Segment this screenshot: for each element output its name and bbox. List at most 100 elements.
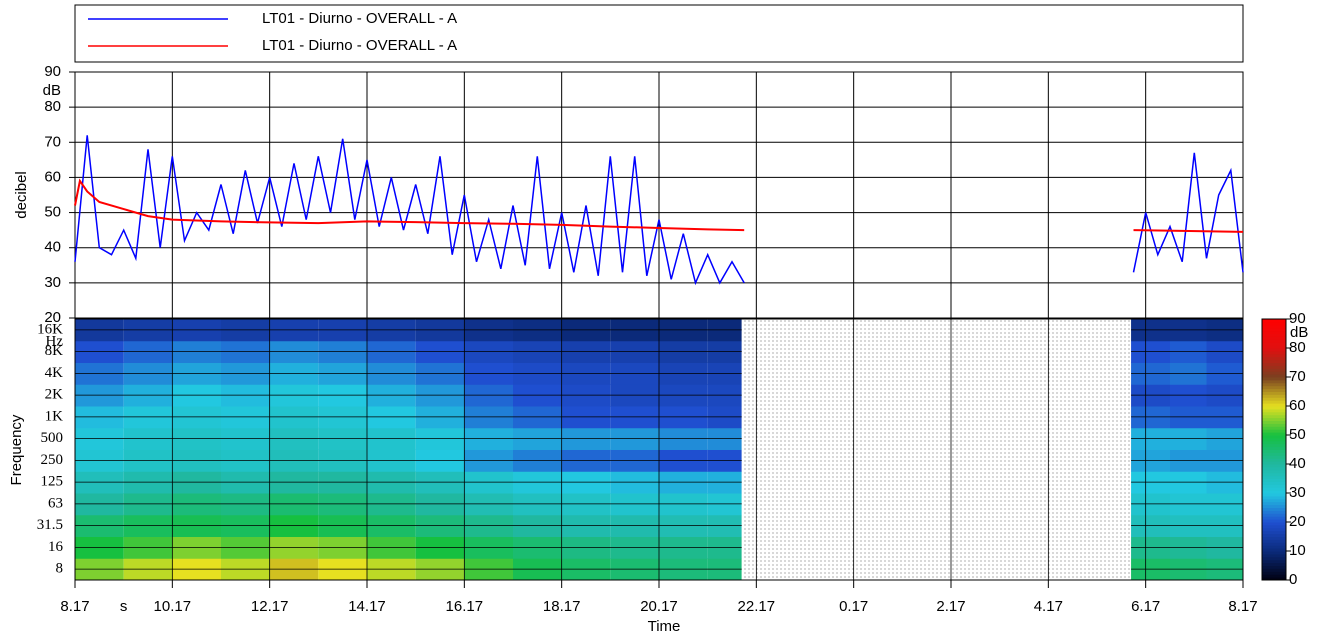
colorbar-step [1262, 441, 1286, 444]
colorbar-step [1262, 566, 1286, 569]
colorbar-step [1262, 557, 1286, 560]
colorbar-step [1262, 377, 1286, 380]
colorbar-step [1262, 522, 1286, 525]
colorbar-step [1262, 328, 1286, 331]
colorbar-step [1262, 319, 1286, 322]
colorbar-step [1262, 397, 1286, 400]
colorbar-step [1262, 548, 1286, 551]
colorbar-step [1262, 452, 1286, 455]
colorbar-step [1262, 534, 1286, 537]
colorbar-step [1262, 519, 1286, 522]
colorbar-label: 10 [1289, 542, 1306, 559]
colorbar-step [1262, 502, 1286, 505]
colorbar-step [1262, 383, 1286, 386]
colorbar-step [1262, 542, 1286, 545]
colorbar-step [1262, 464, 1286, 467]
colorbar-step [1262, 354, 1286, 357]
y-tick-label: 50 [44, 204, 61, 221]
x-tick-label: 14.17 [348, 598, 386, 615]
colorbar-step [1262, 357, 1286, 360]
y-tick-label: 40 [44, 239, 61, 256]
y-axis-label: decibel [13, 171, 30, 219]
colorbar-step [1262, 403, 1286, 406]
colorbar-step [1262, 571, 1286, 574]
x-tick-label: 4.17 [1034, 598, 1063, 615]
no-data [742, 493, 1131, 515]
colorbar-step [1262, 484, 1286, 487]
colorbar-step [1262, 513, 1286, 516]
colorbar-step [1262, 447, 1286, 450]
colorbar-label: 60 [1289, 397, 1306, 414]
y-tick-label: 60 [44, 168, 61, 185]
colorbar-step [1262, 423, 1286, 426]
colorbar-unit: dB [1290, 324, 1308, 341]
colorbar-step [1262, 412, 1286, 415]
no-data [742, 558, 1131, 580]
colorbar-step [1262, 487, 1286, 490]
colorbar-step [1262, 560, 1286, 563]
y-tick-label: 70 [44, 133, 61, 150]
colorbar-label: 30 [1289, 484, 1306, 501]
colorbar-step [1262, 331, 1286, 334]
colorbar-step [1262, 508, 1286, 511]
colorbar-step [1262, 438, 1286, 441]
y-tick-label: 2K [45, 387, 64, 403]
colorbar-step [1262, 490, 1286, 493]
chart: 2030405060708090dBdecibelLT01 - Diurno -… [0, 0, 1327, 635]
colorbar-step [1262, 574, 1286, 577]
colorbar-step [1262, 322, 1286, 325]
colorbar-step [1262, 429, 1286, 432]
y-tick-label: 31.5 [37, 517, 63, 533]
colorbar-step [1262, 406, 1286, 409]
colorbar-step [1262, 415, 1286, 418]
colorbar-step [1262, 368, 1286, 371]
y-tick-label: 63 [48, 495, 63, 511]
colorbar-step [1262, 389, 1286, 392]
colorbar-label: 0 [1289, 571, 1297, 588]
colorbar-step [1262, 554, 1286, 557]
colorbar-step [1262, 365, 1286, 368]
colorbar-step [1262, 426, 1286, 429]
y-unit: dB [43, 82, 61, 99]
colorbar-step [1262, 516, 1286, 519]
colorbar-step [1262, 455, 1286, 458]
colorbar-step [1262, 418, 1286, 421]
colorbar-step [1262, 539, 1286, 542]
colorbar-step [1262, 458, 1286, 461]
no-data [742, 471, 1131, 493]
colorbar-step [1262, 345, 1286, 348]
colorbar-step [1262, 470, 1286, 473]
colorbar-step [1262, 394, 1286, 397]
no-data [742, 319, 1131, 341]
legend-label: LT01 - Diurno - OVERALL - A [262, 10, 457, 27]
no-data [742, 406, 1131, 428]
x-tick-label: 8.17 [1228, 598, 1257, 615]
x-tick-label: 2.17 [936, 598, 965, 615]
colorbar-label: 80 [1289, 339, 1306, 356]
colorbar-step [1262, 435, 1286, 438]
x-tick-label: 8.17 [60, 598, 89, 615]
colorbar-step [1262, 432, 1286, 435]
colorbar-step [1262, 380, 1286, 383]
colorbar-step [1262, 537, 1286, 540]
x-tick-label: 0.17 [839, 598, 868, 615]
colorbar-label: 40 [1289, 455, 1306, 472]
colorbar-step [1262, 473, 1286, 476]
y-tick-label: 30 [44, 274, 61, 291]
colorbar-step [1262, 493, 1286, 496]
colorbar-step [1262, 444, 1286, 447]
no-data [742, 363, 1131, 385]
colorbar-step [1262, 386, 1286, 389]
no-data [742, 537, 1131, 559]
colorbar-step [1262, 450, 1286, 453]
colorbar-step [1262, 360, 1286, 363]
colorbar-step [1262, 499, 1286, 502]
colorbar-step [1262, 551, 1286, 554]
colorbar-step [1262, 476, 1286, 479]
y-tick-label: 4K [45, 365, 64, 381]
x-tick-label: 20.17 [640, 598, 678, 615]
legend-box [75, 5, 1243, 62]
y-tick-label: 125 [41, 474, 64, 490]
y-tick-label: 16 [48, 539, 64, 555]
colorbar-step [1262, 531, 1286, 534]
